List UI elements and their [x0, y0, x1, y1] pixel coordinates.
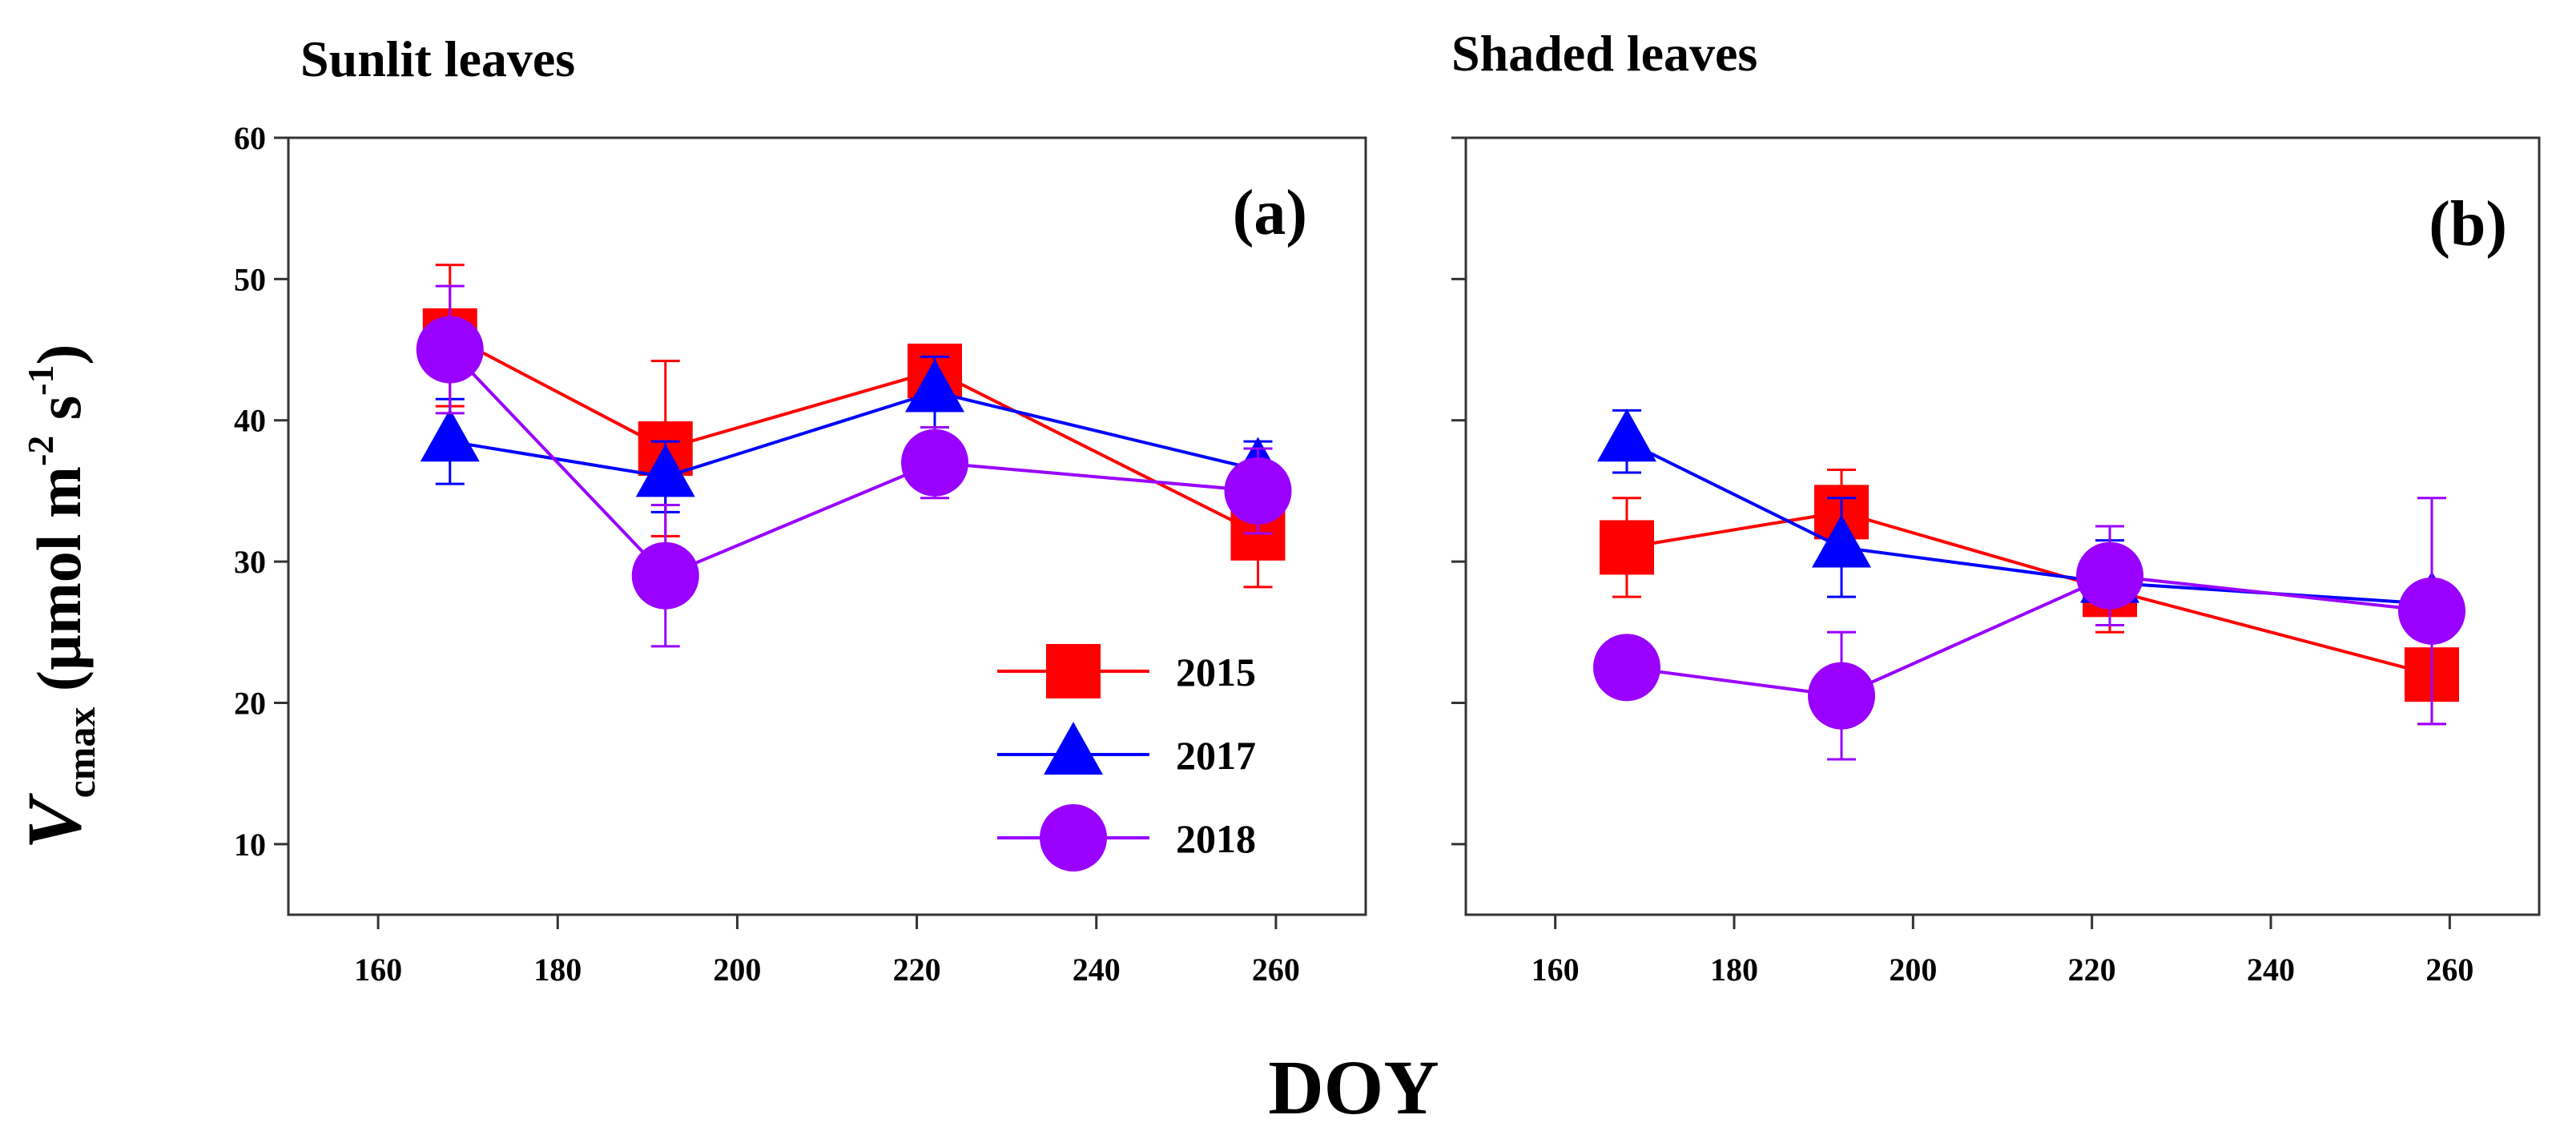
y-axis-label-unit-prefix: (µmol m [24, 466, 94, 707]
panel-sunlit-label: (a) [1233, 178, 1307, 248]
panel-shaded-series-2017-line [1626, 440, 2433, 606]
panel-shaded-x-tick-label-200: 200 [1889, 952, 1937, 988]
panel-shaded-series-2015-line [1626, 510, 2433, 677]
panel-shaded-x-tick-label-240: 240 [2247, 952, 2295, 988]
panel-shaded: 160 180 200 220 240 260 Shaded leaves (b) [1451, 25, 2541, 988]
legend-label-2018: 2018 [1176, 816, 1256, 861]
panel-shaded-series-2018 [1593, 497, 2465, 761]
panel-sunlit-x-tick-label-220: 220 [893, 952, 941, 988]
panel-shaded-x-tick-label-260: 260 [2425, 952, 2473, 988]
panel-sunlit-series-2017-point-1 [635, 444, 695, 497]
panel-shaded-label: (b) [2429, 189, 2507, 260]
y-axis-label-symbol: V [11, 792, 97, 849]
panel-sunlit-series-2017-point-0 [420, 409, 480, 462]
panel-sunlit: 160 180 200 220 240 260 10 20 30 40 50 60 Sunlit lea… [234, 30, 1367, 988]
panel-sunlit-x-tick-label-180: 180 [533, 952, 582, 988]
panel-sunlit-x-tick-label-240: 240 [1073, 952, 1121, 988]
panel-sunlit-series-2017-line [449, 390, 1258, 479]
legend-label-2015: 2015 [1176, 650, 1256, 694]
y-tick-label-40: 40 [234, 403, 266, 439]
panel-shaded-series-2017-point-1 [1812, 514, 1871, 568]
panel-sunlit-series-2017 [420, 355, 1288, 513]
panel-sunlit-series-2018-point-1 [631, 541, 699, 610]
panel-sunlit-series-2015 [422, 264, 1286, 589]
panel-sunlit-x-tick-label-200: 200 [713, 952, 761, 988]
panel-sunlit-series-2018-point-2 [901, 429, 968, 497]
y-tick-label-60: 60 [234, 120, 266, 156]
panel-sunlit-series-2017-point-2 [905, 359, 964, 413]
legend: 2015 2017 2018 [997, 644, 1256, 871]
x-axis-label: DOY [1268, 1044, 1439, 1130]
y-tick-label-50: 50 [234, 261, 266, 297]
y-axis-label-unit-mid: s [24, 396, 94, 436]
panel-sunlit-x-tick-label-260: 260 [1252, 952, 1300, 988]
panel-sunlit-title: Sunlit leaves [300, 30, 575, 87]
y-axis-label-subscript: cmax [58, 707, 103, 799]
y-axis-label-sup2: -1 [20, 365, 61, 396]
panel-shaded-title: Shaded leaves [1451, 25, 1757, 82]
panel-sunlit-series-2018 [416, 284, 1292, 648]
panel-sunlit-series-2018-point-0 [416, 316, 484, 384]
panel-shaded-x-tick-label-180: 180 [1710, 952, 1758, 988]
y-axis-label-sup1: -2 [20, 436, 61, 466]
panel-sunlit-frame [287, 136, 1367, 916]
y-tick-label-10: 10 [234, 827, 266, 863]
panel-shaded-series-2018-point-3 [2398, 577, 2465, 645]
panel-sunlit-series-2018-point-3 [1224, 457, 1292, 525]
y-axis-label-unit-suffix: ) [24, 344, 94, 365]
legend-marker-2018 [1040, 804, 1107, 871]
panel-shaded-series-2018-point-1 [1808, 662, 1875, 730]
legend-marker-2017 [1044, 722, 1103, 775]
panel-shaded-x-tick-label-160: 160 [1532, 952, 1580, 988]
panel-shaded-series-2017 [1597, 409, 2461, 626]
y-tick-label-20: 20 [234, 685, 266, 721]
panel-sunlit-x-tick-label-160: 160 [354, 952, 402, 988]
y-axis-label: Vcmax (µmol m-2 s-1) [11, 344, 103, 850]
panel-shaded-series-2015-point-0 [1600, 520, 1654, 575]
panel-shaded-frame [1464, 136, 2541, 916]
panel-shaded-series-2018-point-0 [1593, 634, 1660, 702]
panel-sunlit-series-2018-line [449, 348, 1258, 578]
y-tick-label-30: 30 [234, 544, 266, 580]
panel-shaded-x-tick-label-220: 220 [2068, 952, 2116, 988]
legend-label-2017: 2017 [1176, 733, 1256, 778]
panel-sunlit-series-2015-line [449, 334, 1259, 535]
panel-shaded-series-2018-point-2 [2076, 541, 2143, 610]
panel-shaded-series-2018-line [1626, 574, 2433, 698]
legend-marker-2015 [1046, 644, 1101, 698]
panel-shaded-series-2017-point-0 [1597, 409, 1656, 462]
